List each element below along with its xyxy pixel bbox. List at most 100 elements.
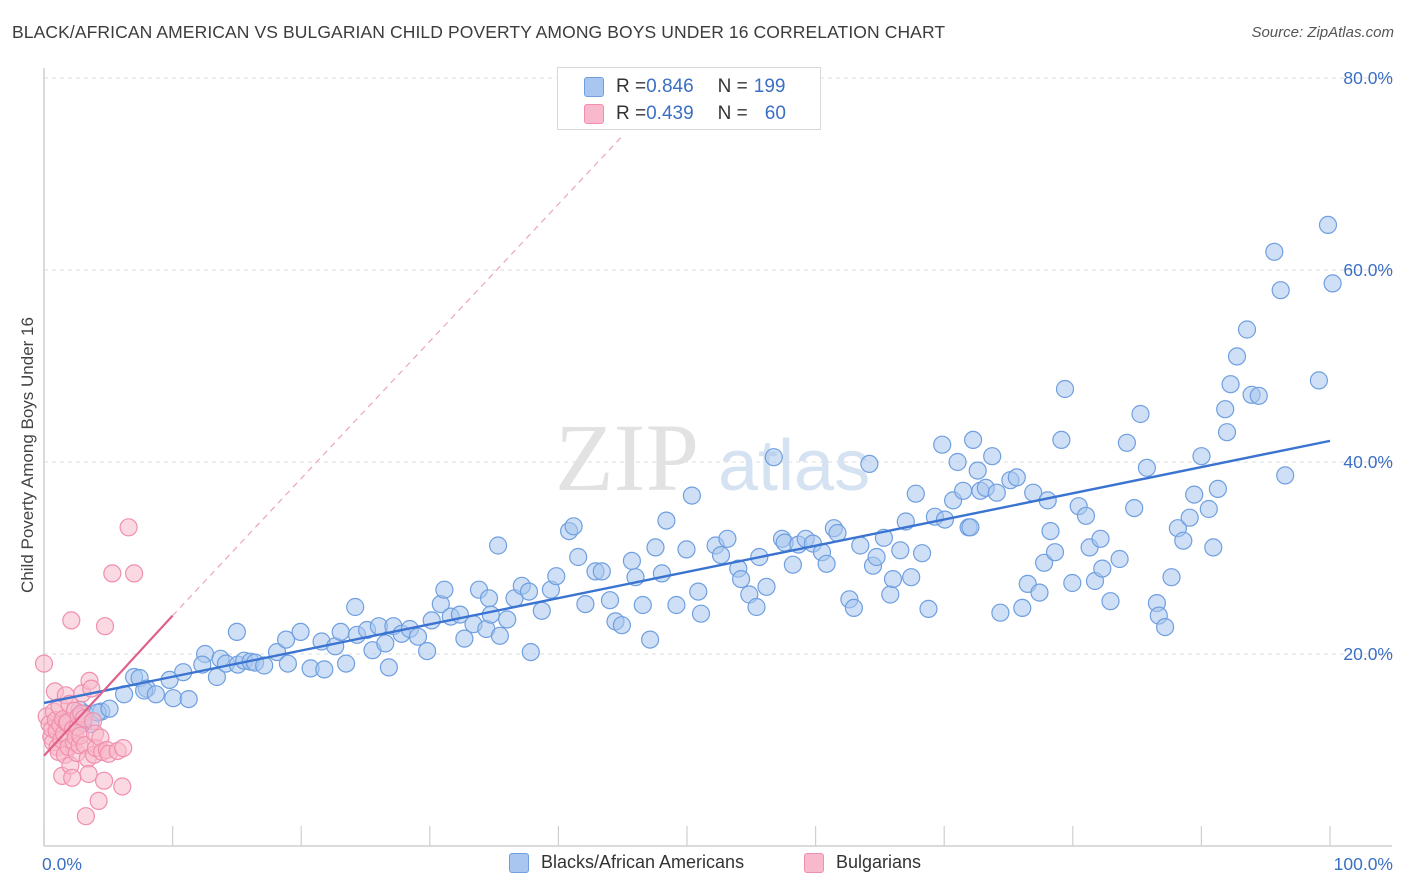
data-point-blacks	[1076, 506, 1096, 525]
series-blacks-points	[55, 215, 1342, 734]
data-point-blacks	[1309, 371, 1329, 390]
x-tick-label: 0.0%	[42, 854, 82, 874]
data-point-blacks	[1137, 458, 1157, 477]
data-point-blacks	[633, 595, 652, 615]
data-point-blacks	[179, 689, 198, 709]
x-tick-label: 100.0%	[1334, 854, 1393, 874]
y-tick-label: 40.0%	[1343, 452, 1393, 472]
legend-r-value: 0.846	[646, 76, 694, 97]
data-point-blacks	[1155, 617, 1175, 637]
data-point-blacks	[376, 634, 395, 653]
data-point-blacks	[1041, 521, 1060, 541]
legend-n-value: 199	[753, 76, 786, 97]
data-point-blacks	[1318, 215, 1338, 234]
data-point-bulgarians	[103, 564, 122, 583]
data-point-blacks	[860, 454, 879, 473]
legend-swatch-blacks	[584, 77, 604, 97]
data-point-blacks	[906, 484, 925, 503]
data-point-blacks	[435, 580, 454, 599]
data-point-blacks	[718, 529, 737, 548]
data-point-blacks	[948, 452, 967, 472]
data-point-blacks	[1249, 386, 1268, 405]
correlation-legend: R = 0.846 N = 199 R = 0.439 N = 60	[557, 67, 821, 130]
data-point-blacks	[1007, 468, 1026, 487]
data-point-blacks	[547, 567, 566, 586]
data-point-blacks	[691, 604, 711, 623]
tick-labels: 20.0% 40.0% 60.0% 80.0% 0.0% 100.0%	[42, 68, 1393, 874]
data-point-blacks	[489, 536, 508, 555]
data-point-blacks	[331, 622, 350, 642]
legend-row-blacks: R = 0.846 N = 199	[584, 75, 785, 99]
data-point-bulgarians	[89, 791, 108, 811]
data-point-blacks	[1117, 433, 1137, 452]
data-point-blacks	[146, 685, 165, 704]
legend-n-value: 60	[764, 103, 786, 124]
trendline-bulgarians	[43, 614, 174, 757]
data-point-blacks	[227, 622, 246, 642]
data-point-blacks	[612, 616, 632, 635]
data-point-blacks	[933, 435, 952, 454]
data-point-bulgarians	[125, 564, 144, 583]
legend-item-blacks: Blacks/African Americans	[509, 852, 744, 873]
data-point-blacks	[968, 461, 987, 480]
legend-r-value: 0.439	[646, 103, 694, 124]
data-point-blacks	[711, 545, 731, 565]
watermark-zip: ZIP	[555, 404, 699, 511]
data-point-blacks	[1055, 379, 1075, 399]
data-point-blacks	[1093, 559, 1112, 578]
data-point-blacks	[844, 598, 864, 618]
data-point-blacks	[600, 591, 620, 610]
data-point-blacks	[490, 626, 509, 645]
data-point-blacks	[164, 689, 183, 708]
series-bulgarians-points	[34, 518, 144, 826]
data-point-blacks	[1034, 553, 1054, 572]
data-point-blacks	[867, 547, 886, 567]
legend-r-label: R =	[616, 103, 647, 124]
data-point-blacks	[1162, 568, 1181, 587]
data-point-blacks	[1131, 404, 1150, 424]
legend-row-bulgarians: R = 0.439 N = 60	[584, 102, 786, 126]
data-point-blacks	[963, 430, 983, 449]
data-point-blacks	[455, 629, 474, 648]
legend-swatch-bulgarians	[804, 852, 824, 873]
data-point-bulgarians	[79, 764, 98, 784]
trendline-blacks	[43, 439, 1331, 705]
data-point-blacks	[961, 518, 980, 537]
data-point-blacks	[757, 577, 776, 596]
legend-item-bulgarians: Bulgarians	[804, 852, 921, 873]
data-point-blacks	[764, 448, 783, 467]
data-point-blacks	[902, 568, 921, 587]
data-point-blacks	[498, 610, 517, 629]
y-tick-label: 60.0%	[1343, 260, 1393, 280]
data-point-blacks	[677, 540, 696, 559]
data-point-blacks	[277, 630, 296, 649]
data-point-blacks	[569, 547, 588, 567]
data-point-blacks	[682, 486, 702, 505]
data-point-blacks	[592, 562, 611, 581]
data-point-blacks	[1265, 242, 1284, 261]
data-point-blacks	[1101, 592, 1120, 611]
data-point-bulgarians	[63, 768, 82, 787]
data-point-bulgarians	[34, 654, 54, 673]
data-point-blacks	[1237, 320, 1257, 339]
data-point-blacks	[783, 555, 803, 574]
data-point-blacks	[346, 597, 365, 617]
data-point-blacks	[883, 569, 903, 589]
data-point-bulgarians	[76, 807, 96, 826]
data-point-blacks	[953, 481, 973, 500]
data-point-blacks	[689, 582, 708, 601]
data-point-blacks	[1208, 479, 1228, 498]
data-point-blacks	[100, 699, 119, 718]
source-credit: Source: ZipAtlas.com	[1251, 24, 1394, 41]
data-point-blacks	[1192, 447, 1211, 466]
data-point-blacks	[646, 538, 665, 557]
data-point-bulgarians	[94, 771, 114, 790]
legend-n-label: N =	[717, 76, 748, 97]
data-point-blacks	[521, 642, 540, 662]
data-point-bulgarians	[119, 518, 138, 537]
data-point-blacks	[519, 582, 539, 601]
data-point-blacks	[1217, 423, 1237, 442]
data-point-blacks	[532, 601, 551, 620]
data-point-blacks	[987, 483, 1006, 502]
